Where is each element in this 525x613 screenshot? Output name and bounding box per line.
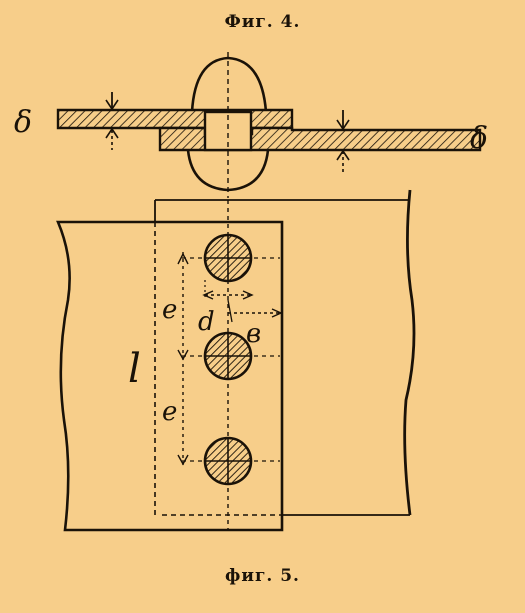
plan-view (56, 189, 416, 532)
rivet-2 (203, 331, 253, 381)
pitch-label-lower: e (162, 397, 177, 427)
lower-plate-break (403, 189, 416, 516)
edge-distance-label: в (246, 319, 261, 349)
length-label: l (128, 346, 141, 392)
diameter-label: d (198, 307, 215, 337)
rivet-1 (203, 233, 253, 283)
rivet-head-top (190, 56, 268, 113)
thickness-label-left: δ (14, 105, 32, 140)
pitch-label-upper: e (162, 295, 177, 325)
thickness-label-right: δ (470, 121, 488, 156)
cross-section-view (56, 52, 482, 198)
figure-5-caption: фиг. 5. (225, 566, 300, 586)
figure-4-caption: Фиг. 4. (224, 12, 301, 32)
rivet-3 (203, 436, 253, 486)
